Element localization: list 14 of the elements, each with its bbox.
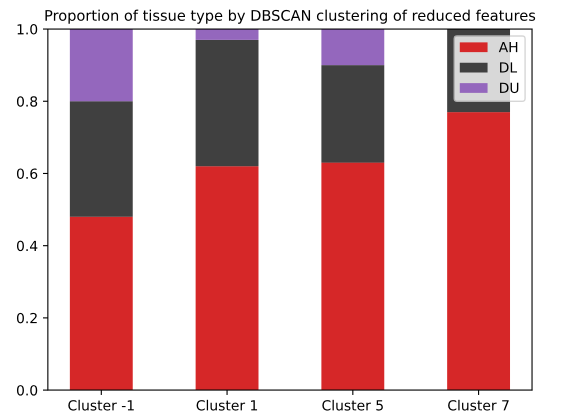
y-tick-label: 0.6 (16, 168, 38, 179)
x-tick-label: Cluster 1 (196, 400, 258, 411)
y-tick-label: 0.4 (16, 240, 38, 252)
chart-title: Proportion of tissue type by DBSCAN clustering of reduced features (45, 10, 536, 24)
legend-label: AH (498, 42, 518, 52)
x-tick-label: Cluster 7 (448, 400, 509, 411)
y-tick-label: 0.8 (16, 96, 38, 107)
y-tick-label: 0.2 (16, 312, 37, 324)
legend-label: DU (500, 82, 518, 94)
legend-label: DL (500, 62, 518, 72)
x-tick-label: Cluster -1 (68, 400, 134, 411)
y-tick-label: 0.0 (16, 385, 38, 396)
x-tick-label: Cluster 5 (322, 400, 383, 411)
y-tick-label: 1.0 (18, 24, 38, 35)
